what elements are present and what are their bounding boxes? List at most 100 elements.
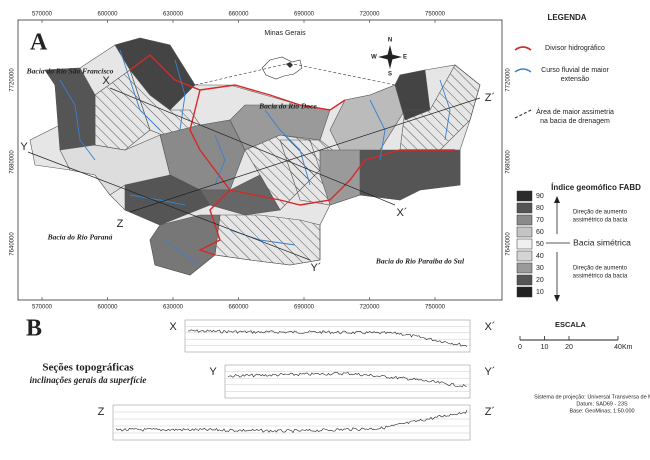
scale-label: 40 [614,344,622,351]
x-coord: 750000 [425,305,446,311]
legend-label: Curso fluvial de maior [541,67,609,74]
x-coord: 750000 [425,12,446,18]
x-coord: 630000 [163,12,184,18]
class-label: 50 [536,241,544,248]
note: Direção de aumento [573,266,628,272]
sections-title: Seções topográficas [42,362,134,374]
compass [378,45,402,69]
x-coord: 600000 [97,12,118,18]
x-coord: 660000 [228,305,249,311]
projection-note: Sistema de projeção: Universal Transvers… [534,394,650,400]
hydrographic-divide [129,54,346,111]
note: Direção de aumento [573,210,628,216]
profile-start: X [169,321,177,333]
profile: Y Y´ [209,364,496,399]
scale-label: 10 [541,344,549,351]
class-swatch [516,250,533,262]
hydrographic-divide [189,89,231,256]
scale-label: 20 [565,344,573,351]
basin-label: Bacia do Rio Doce [258,102,317,111]
section-label: Z [117,218,124,230]
scale-title: ESCALA [555,320,586,329]
legend-swatch [514,46,532,51]
legend-label: Área de maior assimetria [536,107,614,116]
scale-unit: Km [622,344,633,351]
x-coord: 720000 [359,12,380,18]
section-lines [27,87,481,261]
profile-end: X´ [485,321,496,333]
x-coord: 570000 [32,12,53,18]
section-label: X [102,75,110,87]
section-label: Y´ [311,262,322,274]
inset [194,56,396,86]
index-title: Índice geomófico FABD [551,183,641,192]
profile-line [115,409,468,434]
legend-label: extensão [561,76,590,83]
profile-end: Y´ [485,366,496,378]
arrow-head [554,295,560,302]
profile: Z Z´ [98,404,495,441]
x-coord: 690000 [294,12,315,18]
compass-letter: S [388,72,392,78]
class-swatch [516,286,533,298]
legend-label: Divisor hidrográfico [545,45,605,52]
study-area [29,37,481,276]
note: Bacia simétrica [573,237,631,247]
inset-label: Minas Gerais [264,30,306,37]
profile-start: Z [98,406,105,418]
x-coord: 660000 [228,12,249,18]
section-label: Y [20,141,28,153]
class-label: 10 [536,289,544,296]
panel-label: A [30,30,48,56]
projection-note: Datum: SAD69 - 23S [576,401,628,407]
class-swatch [516,202,533,214]
compass-letter: N [388,38,392,44]
legend-label: na bacia de drenagem [540,118,610,125]
y-coord: 7720000 [506,68,512,92]
profile-frame [184,319,471,353]
scale-label: 0 [518,344,522,351]
x-coord: 720000 [359,305,380,311]
x-coord: 630000 [163,305,184,311]
compass-letter: W [371,55,377,61]
class-label: 20 [536,277,544,284]
hydrographic-divide [229,149,455,206]
profile-start: Y [209,366,217,378]
y-coord: 7680000 [506,150,512,174]
section-label: Z´ [485,92,495,104]
legend-swatch [514,109,532,119]
compass-letter: E [403,55,407,61]
legend: LEGENDA Índice geomófico FABD ESCALA [514,13,641,329]
profile-line [227,372,467,388]
class-swatch [516,226,533,238]
profile-line [187,329,468,347]
profile-frame [112,404,471,441]
sections-subtitle: inclinações gerais da superfície [30,375,147,385]
profile-frame [224,364,471,399]
projection-note: Base: GeoMinas; 1:50.000 [569,408,634,414]
class-swatch [516,262,533,274]
class-label: 90 [536,193,544,200]
class-label: 30 [536,265,544,272]
profile-end: Z´ [485,406,495,418]
y-coord: 7640000 [10,232,16,256]
basin-label: Bacia do Rio São Francisco [26,67,114,76]
x-coord: 690000 [294,305,315,311]
rivers [59,49,451,266]
arrow-head [554,196,560,203]
basin-label: Bacia do Rio Paraiba do Sul [375,257,465,266]
class-label: 60 [536,229,544,236]
sections-panel: B Seções topográficas inclinações gerais… [26,316,146,386]
y-coord: 7680000 [10,150,16,174]
class-swatch [516,238,533,250]
basin-label: Bacia do Rio Paraná [47,233,113,242]
class-label: 80 [536,205,544,212]
class-swatch [516,274,533,286]
section-label: X´ [397,207,408,219]
note: assimétrico da bacia [573,274,628,280]
class-swatch [516,190,533,202]
y-coord: 7640000 [506,232,512,256]
x-coord: 600000 [97,305,118,311]
map-panel: A [17,19,503,301]
